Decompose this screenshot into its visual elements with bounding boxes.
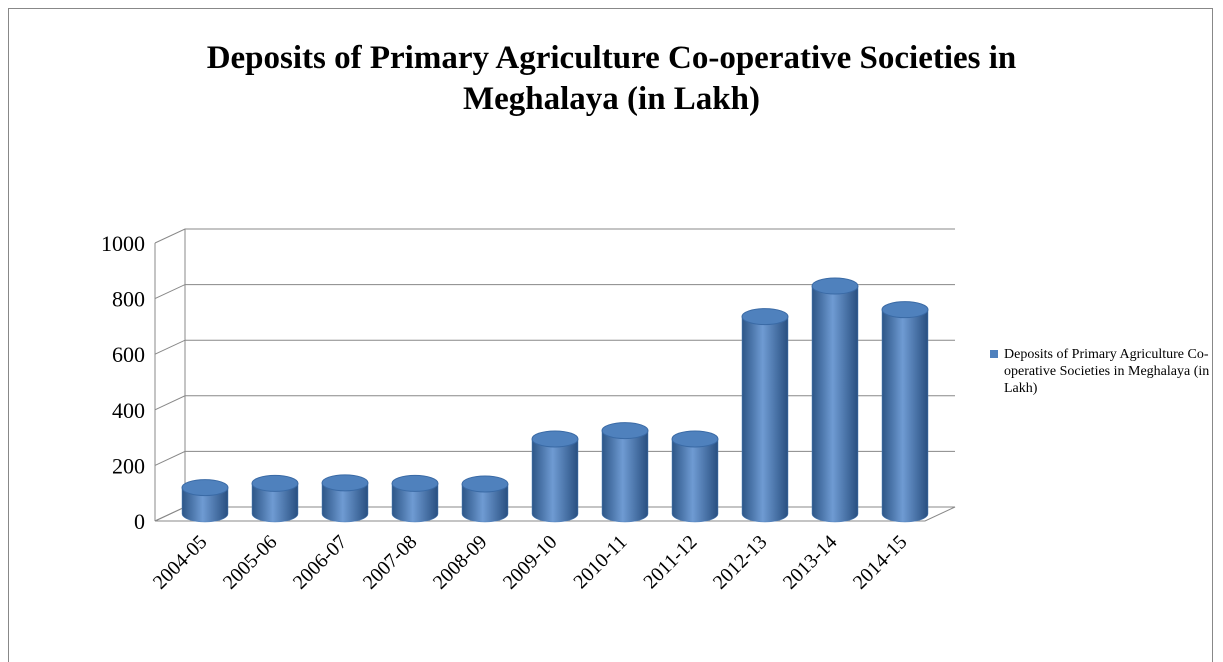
x-tick-label: 2014-15 <box>849 531 912 594</box>
bar <box>321 474 369 523</box>
bar-body <box>321 482 369 523</box>
y-tick-label: 200 <box>112 453 145 478</box>
grid-line <box>154 284 955 300</box>
bar-top <box>321 474 369 492</box>
y-tick-label: 400 <box>112 398 145 423</box>
bar-top <box>881 301 929 319</box>
y-tick-label: 800 <box>112 287 145 312</box>
bar-body <box>601 430 649 523</box>
bar <box>671 430 719 523</box>
x-tick-label: 2006-07 <box>289 531 352 594</box>
bar <box>391 474 439 523</box>
legend-swatch <box>990 350 998 358</box>
y-tick-label: 1000 <box>101 231 145 256</box>
x-tick-label: 2009-10 <box>499 531 562 594</box>
bar-top <box>251 474 299 492</box>
bar-body <box>391 483 439 523</box>
bar-top <box>671 430 719 448</box>
bar <box>531 430 579 523</box>
x-tick-label: 2005-06 <box>219 531 282 594</box>
bar-top <box>181 479 229 497</box>
legend-label: Deposits of Primary Agriculture Co-opera… <box>1004 347 1210 396</box>
y-tick-label: 600 <box>112 342 145 367</box>
x-tick-label: 2011-12 <box>639 531 701 593</box>
bar-top <box>601 422 649 440</box>
bar-body <box>461 483 509 523</box>
bar <box>181 479 229 523</box>
bar <box>251 474 299 523</box>
bar-body <box>671 438 719 523</box>
bar-top <box>811 277 859 295</box>
bar-top <box>741 308 789 326</box>
bar-body <box>811 285 859 523</box>
grid-line <box>154 228 955 244</box>
bar <box>461 475 509 523</box>
x-tick-label: 2004-05 <box>149 531 212 594</box>
bar-body <box>881 309 929 523</box>
chart-frame <box>8 8 1213 662</box>
bar <box>601 422 649 523</box>
bar-body <box>531 438 579 523</box>
y-tick-label: 0 <box>134 509 145 534</box>
bar-top <box>461 475 509 493</box>
legend: Deposits of Primary Agriculture Co-opera… <box>990 346 1210 397</box>
grid-line <box>154 395 955 411</box>
x-tick-label: 2010-11 <box>569 531 631 593</box>
chart-title: Deposits of Primary Agriculture Co-opera… <box>206 40 1017 117</box>
bar <box>811 277 859 523</box>
x-tick-label: 2008-09 <box>429 531 492 594</box>
bar-top <box>391 474 439 492</box>
x-tick-label: 2007-08 <box>359 531 422 594</box>
bar <box>741 308 789 523</box>
bar-body <box>181 487 229 523</box>
bar-body <box>741 316 789 523</box>
bar-body <box>251 483 299 523</box>
bar <box>881 301 929 523</box>
grid-line <box>154 339 955 355</box>
x-tick-label: 2013-14 <box>779 531 842 594</box>
bar-top <box>531 430 579 448</box>
x-tick-label: 2012-13 <box>709 531 772 594</box>
title-box: Deposits of Primary Agriculture Co-opera… <box>0 38 1223 120</box>
